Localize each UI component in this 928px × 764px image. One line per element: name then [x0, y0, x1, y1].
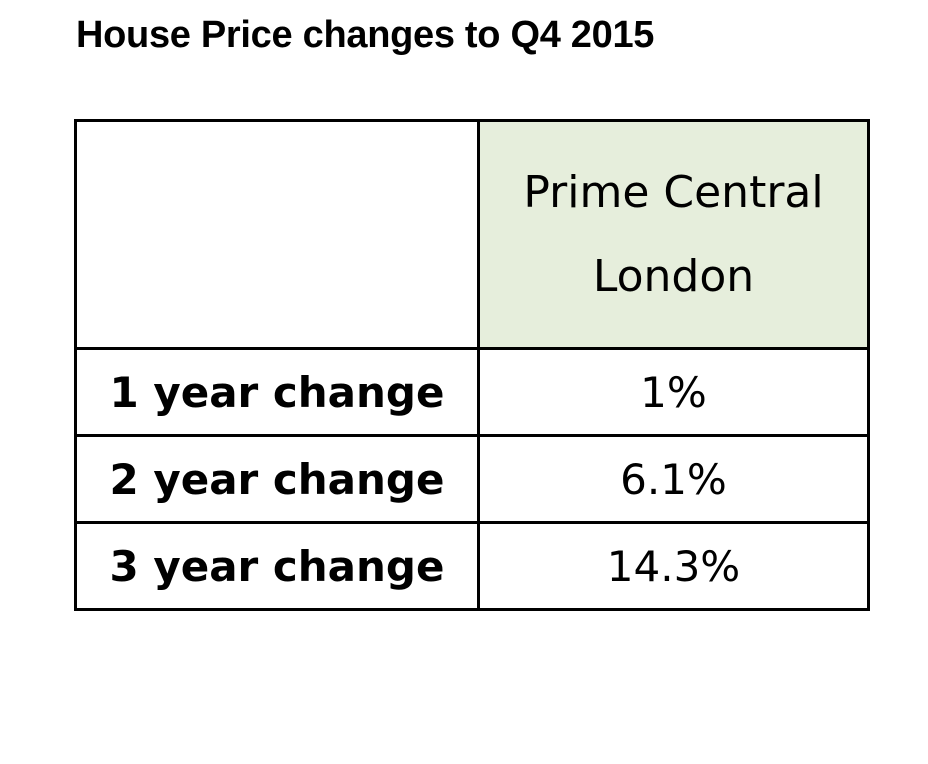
column-header-prime-central-london: Prime Central London — [477, 119, 870, 350]
table-row: 1 year change 1% — [74, 347, 870, 437]
table-header-row: Prime Central London — [74, 119, 870, 350]
page-title: House Price changes to Q4 2015 — [76, 14, 655, 56]
column-header-line-1: Prime Central — [523, 166, 824, 218]
row-label: 1 year change — [74, 347, 480, 437]
price-change-table: Prime Central London 1 year change 1% 2 … — [74, 119, 870, 611]
cell-value: 1% — [477, 347, 870, 437]
row-label: 2 year change — [74, 434, 480, 524]
cell-value: 6.1% — [477, 434, 870, 524]
table-row: 2 year change 6.1% — [74, 434, 870, 524]
cell-value: 14.3% — [477, 521, 870, 611]
column-header-line-2: London — [592, 250, 755, 302]
row-label: 3 year change — [74, 521, 480, 611]
table-row: 3 year change 14.3% — [74, 521, 870, 611]
table-corner-cell — [74, 119, 480, 350]
